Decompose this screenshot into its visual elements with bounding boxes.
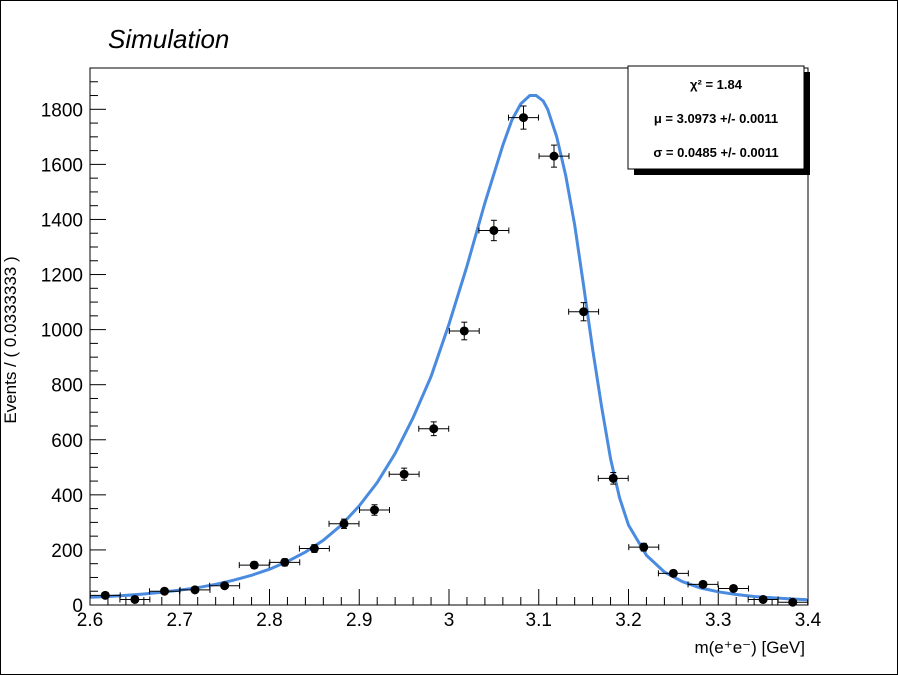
y-tick-label: 1800 xyxy=(41,100,83,121)
data-point xyxy=(758,594,768,604)
data-point xyxy=(518,113,528,123)
data-point xyxy=(130,594,140,604)
data-point xyxy=(579,307,589,317)
data-point xyxy=(249,560,259,570)
data-point xyxy=(788,597,798,607)
y-tick-label: 0 xyxy=(72,596,83,617)
x-tick-label: 2.6 xyxy=(77,610,103,631)
data-point xyxy=(429,424,439,434)
y-tick-label: 400 xyxy=(51,486,83,507)
x-tick-label: 2.8 xyxy=(256,610,282,631)
fit-curve-line xyxy=(89,94,809,602)
data-point xyxy=(280,557,290,567)
data-point xyxy=(159,586,169,596)
x-tick-label: 3.1 xyxy=(526,610,552,631)
x-axis-title: m(e⁺e⁻) [GeV] xyxy=(694,638,805,657)
x-tick-label: 3 xyxy=(444,610,455,631)
x-tick-label: 2.7 xyxy=(167,610,193,631)
stats-box-panel xyxy=(627,65,805,170)
data-point xyxy=(339,519,349,529)
data-point xyxy=(668,568,678,578)
data-point xyxy=(100,590,110,600)
y-tick-label: 1400 xyxy=(41,210,83,231)
data-point xyxy=(190,585,200,595)
sigma-value: σ = 0.0485 +/- 0.0011 xyxy=(653,145,778,160)
y-tick-label: 1200 xyxy=(41,266,83,287)
x-tick-label: 3.4 xyxy=(795,610,822,631)
data-point xyxy=(399,469,409,479)
data-point xyxy=(459,326,469,336)
y-tick-label: 200 xyxy=(51,541,83,562)
data-point xyxy=(639,542,649,552)
x-tick-label: 3.3 xyxy=(705,610,731,631)
y-tick-label: 600 xyxy=(51,431,83,452)
fit-stats-box: χ² = 1.84 μ = 3.0973 +/- 0.0011 σ = 0.04… xyxy=(627,65,810,175)
data-point xyxy=(220,581,230,591)
y-tick-label: 800 xyxy=(51,376,83,397)
mu-value: μ = 3.0973 +/- 0.0011 xyxy=(654,111,778,126)
data-point xyxy=(549,151,559,161)
y-axis-title: Events / ( 0.0333333 ) xyxy=(1,256,20,423)
simulation-label: Simulation xyxy=(108,24,229,54)
y-tick-label: 1600 xyxy=(41,155,83,176)
data-point xyxy=(729,583,739,593)
data-point xyxy=(370,505,380,515)
x-tick-label: 3.2 xyxy=(615,610,641,631)
data-point xyxy=(608,473,618,483)
y-tick-label: 1000 xyxy=(41,321,83,342)
data-point xyxy=(489,225,499,235)
chi2-value: χ² = 1.84 xyxy=(690,77,743,92)
x-tick-label: 2.9 xyxy=(346,610,372,631)
data-point xyxy=(309,544,319,554)
data-point xyxy=(698,579,708,589)
